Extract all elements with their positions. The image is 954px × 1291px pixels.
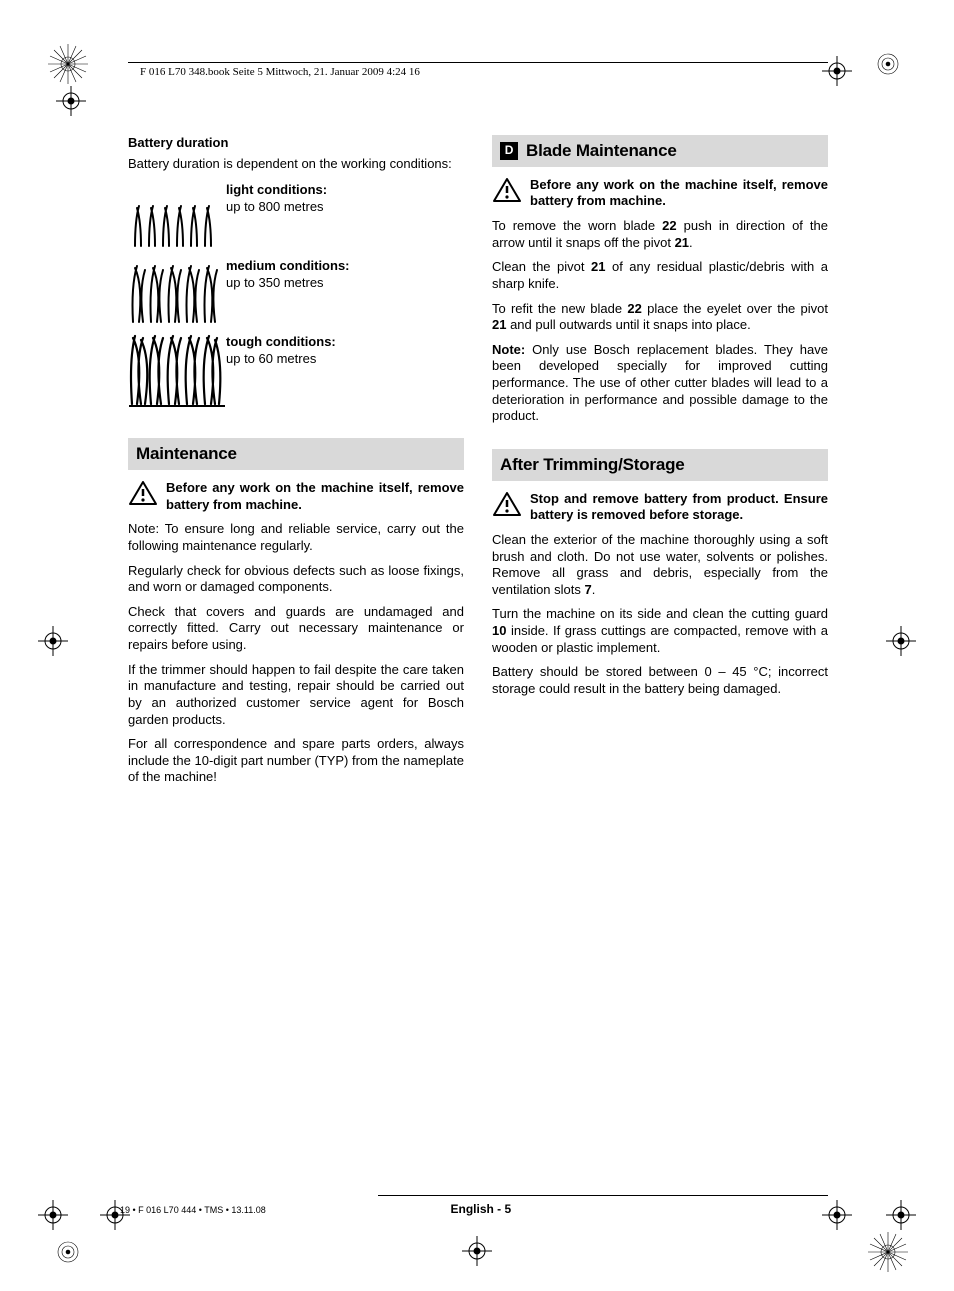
blade-heading-text: Blade Maintenance xyxy=(526,140,677,162)
blade-warning: Before any work on the machine itself, r… xyxy=(492,177,828,210)
header-text: F 016 L70 348.book Seite 5 Mittwoch, 21.… xyxy=(140,66,420,78)
storage-warning: Stop and remove battery from product. En… xyxy=(492,491,828,524)
blade-warning-text: Before any work on the machine itself, r… xyxy=(530,177,828,210)
warning-icon xyxy=(128,480,158,506)
footer-left: 19 • F 016 L70 444 • TMS • 13.11.08 xyxy=(120,1205,266,1215)
footer-rule xyxy=(378,1195,828,1196)
registration-mark xyxy=(462,1236,492,1266)
registration-mark xyxy=(56,86,86,116)
registration-mark xyxy=(38,626,68,656)
grass-tough-icon xyxy=(128,332,226,408)
maint-p1: Note: To ensure long and reliable servic… xyxy=(128,521,464,554)
cond3-title: tough conditions: xyxy=(226,334,464,351)
blade-p2: Clean the pivot 21 of any residual plast… xyxy=(492,259,828,292)
cond2-value: up to 350 metres xyxy=(226,275,464,292)
cond1-value: up to 800 metres xyxy=(226,199,464,216)
maintenance-heading-text: Maintenance xyxy=(136,443,237,465)
footer-page-number: English - 5 xyxy=(451,1202,512,1216)
cond2-title: medium conditions: xyxy=(226,258,464,275)
header-rule xyxy=(128,62,828,63)
printer-mark-starburst xyxy=(866,42,910,86)
page-footer: 19 • F 016 L70 444 • TMS • 13.11.08 Engl… xyxy=(120,1195,836,1216)
storage-warning-text: Stop and remove battery from product. En… xyxy=(530,491,828,524)
maint-p3: Check that covers and guards are undamag… xyxy=(128,604,464,654)
storage-heading: After Trimming/Storage xyxy=(492,449,828,481)
grass-light-icon xyxy=(128,180,226,250)
maintenance-warning: Before any work on the machine itself, r… xyxy=(128,480,464,513)
grass-medium-icon xyxy=(128,256,226,326)
maint-p4: If the trimmer should happen to fail des… xyxy=(128,662,464,729)
registration-mark xyxy=(886,626,916,656)
maintenance-warning-text: Before any work on the machine itself, r… xyxy=(166,480,464,513)
condition-light: light conditions: up to 800 metres xyxy=(128,180,464,250)
blade-maintenance-heading: D Blade Maintenance xyxy=(492,135,828,167)
registration-mark xyxy=(822,56,852,86)
warning-icon xyxy=(492,491,522,517)
registration-mark xyxy=(38,1200,68,1230)
storage-p1: Clean the exterior of the machine thorou… xyxy=(492,532,828,599)
battery-intro: Battery duration is dependent on the wor… xyxy=(128,156,464,173)
battery-duration-heading: Battery duration xyxy=(128,135,464,152)
cond3-value: up to 60 metres xyxy=(226,351,464,368)
maint-p2: Regularly check for obvious defects such… xyxy=(128,563,464,596)
storage-p3: Battery should be stored between 0 – 45 … xyxy=(492,664,828,697)
blade-p1: To remove the worn blade 22 push in dire… xyxy=(492,218,828,251)
printer-mark-starburst xyxy=(866,1230,910,1274)
diagram-ref-icon: D xyxy=(500,142,518,160)
maint-p5: For all correspondence and spare parts o… xyxy=(128,736,464,786)
storage-heading-text: After Trimming/Storage xyxy=(500,454,685,476)
blade-p3: To refit the new blade 22 place the eyel… xyxy=(492,301,828,334)
maintenance-heading: Maintenance xyxy=(128,438,464,470)
condition-medium: medium conditions: up to 350 metres xyxy=(128,256,464,326)
blade-p4: Note: Only use Bosch replacement blades.… xyxy=(492,342,828,425)
printer-mark-starburst xyxy=(46,1230,90,1274)
printer-mark-starburst xyxy=(46,42,90,86)
cond1-title: light conditions: xyxy=(226,182,464,199)
left-column: Battery duration Battery duration is dep… xyxy=(128,135,464,794)
right-column: D Blade Maintenance Before any work on t… xyxy=(492,135,828,794)
storage-p2: Turn the machine on its side and clean t… xyxy=(492,606,828,656)
condition-tough: tough conditions: up to 60 metres xyxy=(128,332,464,408)
warning-icon xyxy=(492,177,522,203)
registration-mark xyxy=(886,1200,916,1230)
